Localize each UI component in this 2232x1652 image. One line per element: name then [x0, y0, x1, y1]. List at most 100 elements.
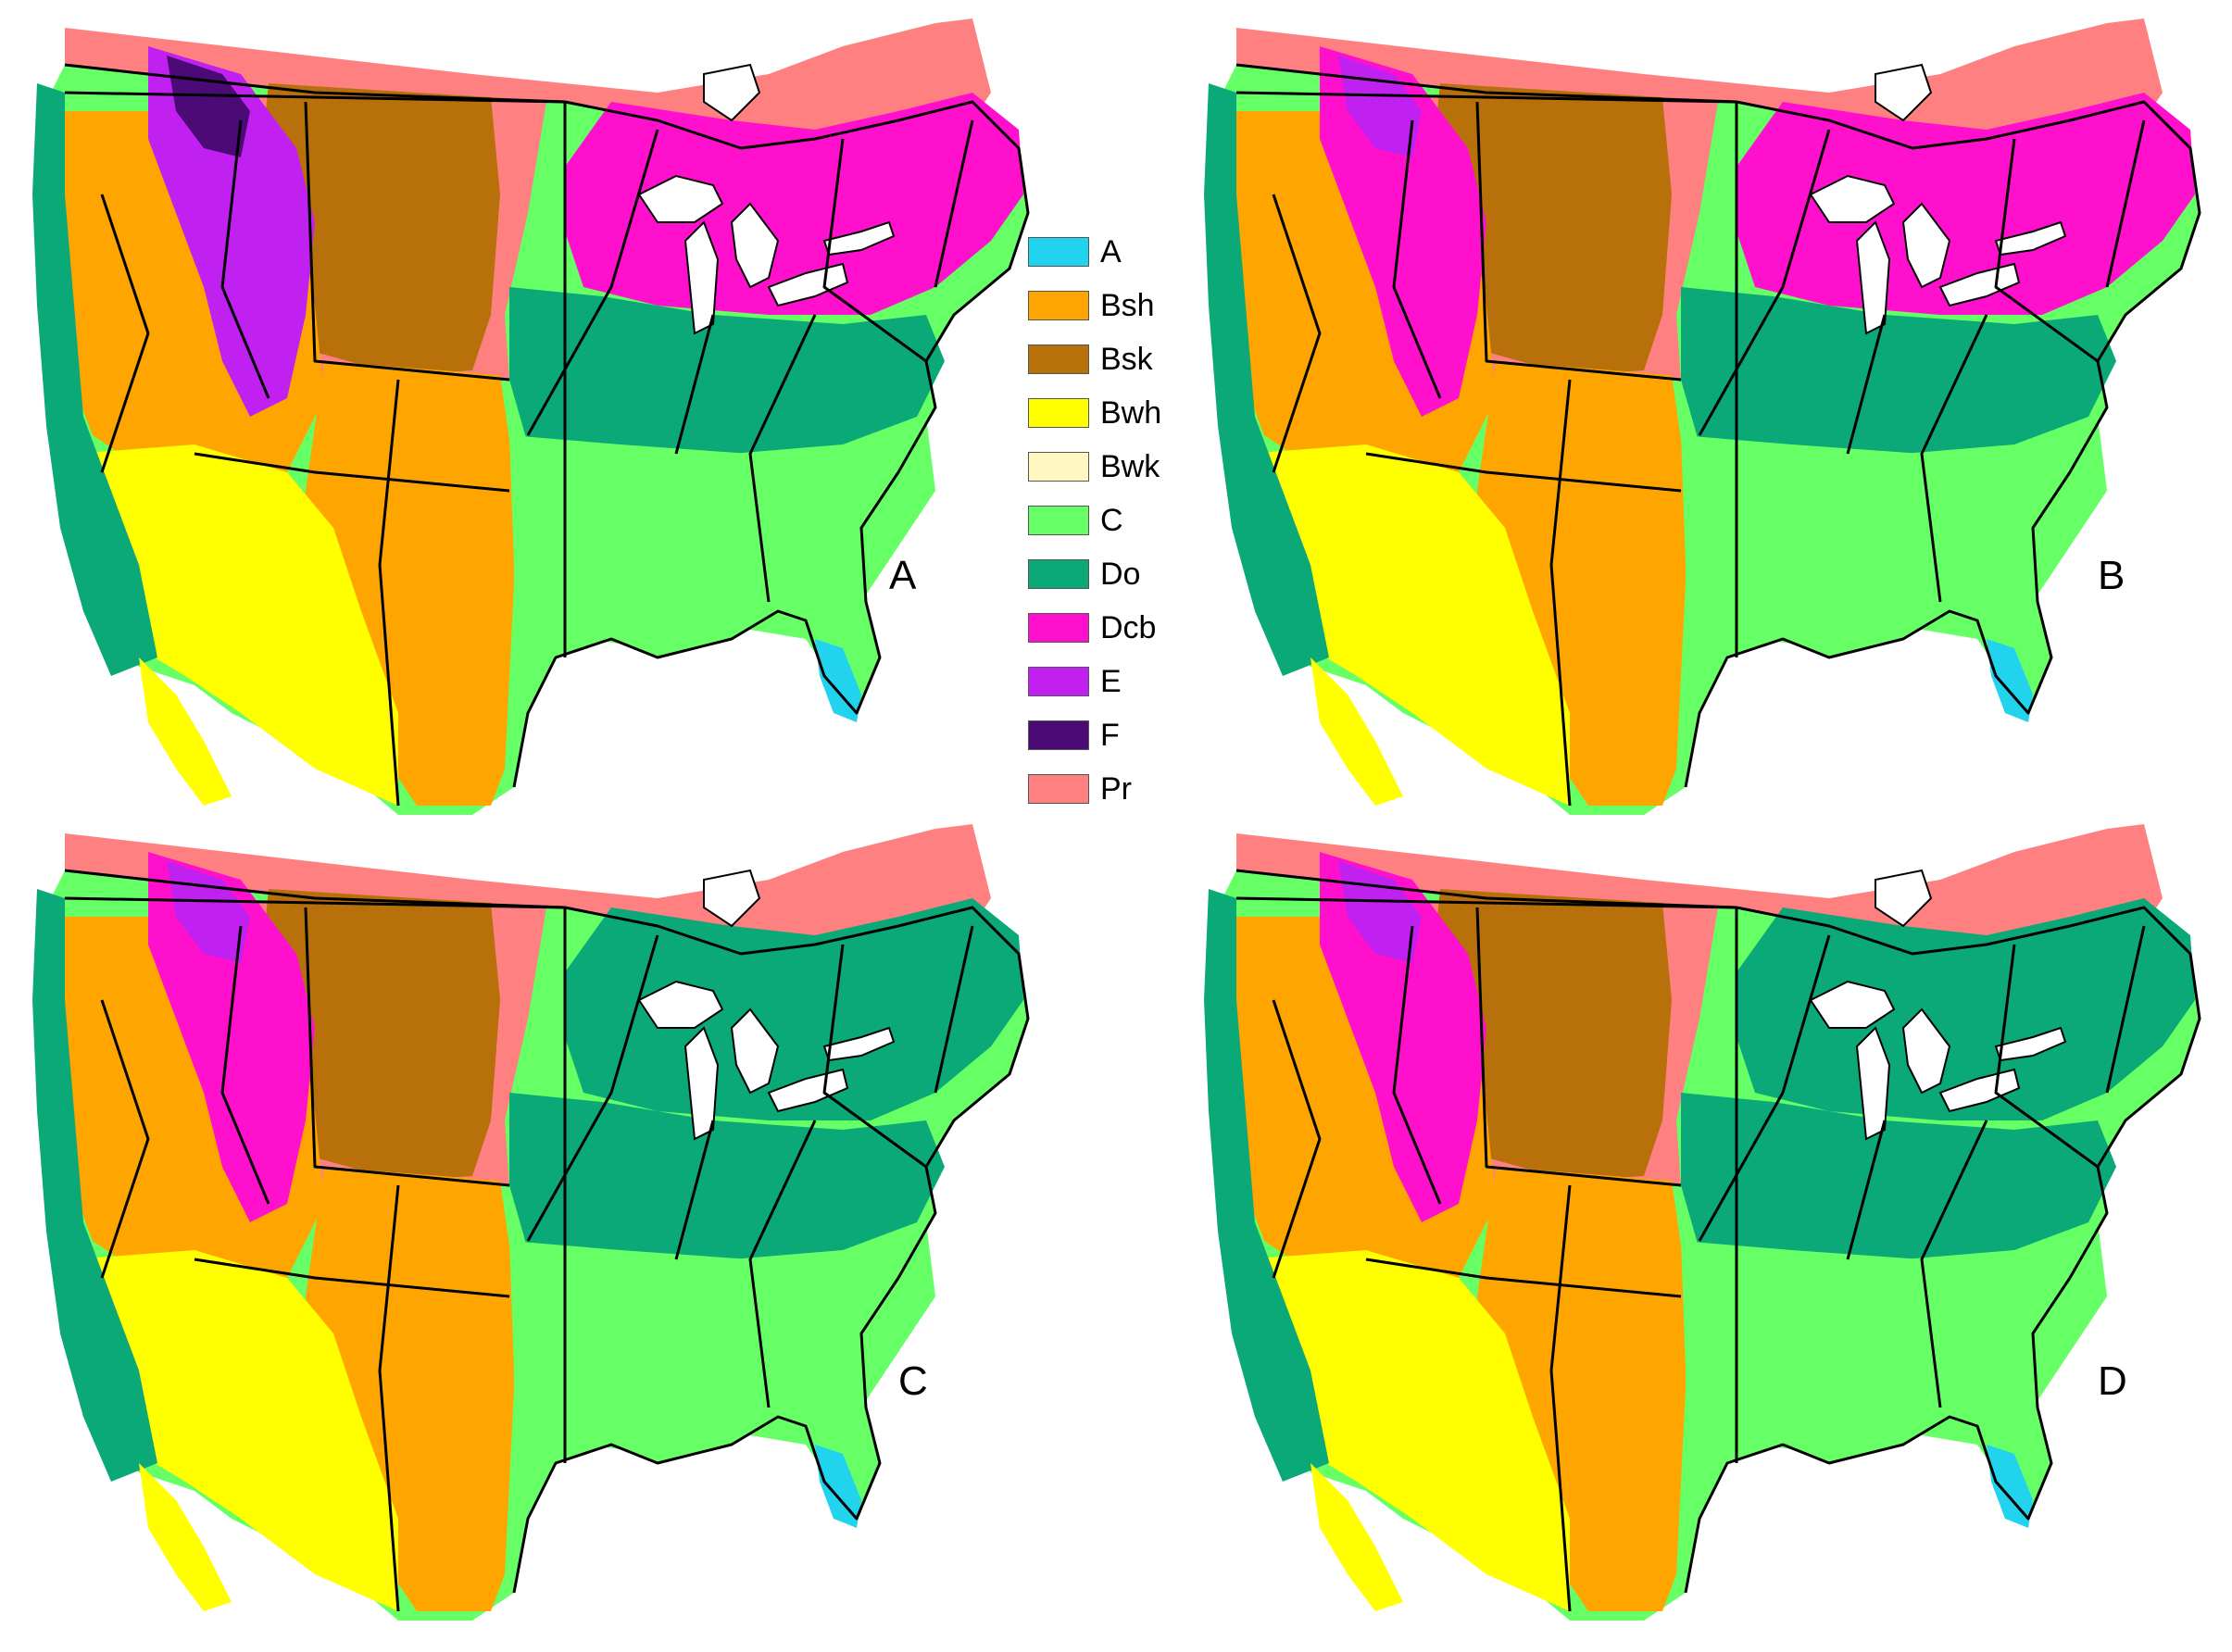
region-baja [1310, 657, 1403, 806]
region-plains-north [259, 83, 500, 375]
region-mountains [148, 852, 315, 1222]
region-florida [1987, 1445, 2033, 1528]
region-cold-mountains [1338, 56, 1422, 157]
region-mountains [1320, 852, 1486, 1222]
region-canada [65, 824, 991, 954]
region-plains-north [1431, 889, 1672, 1181]
lake-canadaWater [1875, 869, 1933, 928]
region-baja [139, 1463, 232, 1611]
region-plains-south [306, 361, 514, 806]
legend-item-pr: Pr [1028, 767, 1185, 820]
region-midwest [509, 1093, 945, 1259]
legend-label: Pr [1100, 771, 1132, 807]
region-canada [1236, 19, 2163, 148]
ecoregion-borders [64, 91, 974, 807]
lake-lake2 [683, 1026, 720, 1141]
legend-item-f: F [1028, 713, 1185, 767]
climate-map-c [32, 824, 1030, 1621]
region-desert [1246, 444, 1570, 806]
region-northeast [1737, 898, 2195, 1120]
legend-swatch [1028, 506, 1089, 535]
lake-lake4 [767, 262, 849, 307]
region-southeast [509, 417, 935, 695]
lake-lake1 [1809, 980, 1896, 1029]
region-pacific-coast [32, 83, 157, 676]
region-midwest [509, 287, 945, 454]
legend-item-bwk: Bwk [1028, 444, 1185, 498]
region-baja [139, 657, 232, 806]
region-northeast [565, 93, 1023, 315]
legend-label: F [1100, 718, 1120, 753]
region-southeast [509, 1222, 935, 1500]
map-panel-a: A [9, 9, 1051, 815]
region-desert [74, 1250, 398, 1611]
legend-label: Dcb [1100, 610, 1157, 645]
legend-swatch [1028, 398, 1089, 428]
legend-swatch [1028, 720, 1089, 750]
legend-swatch [1028, 452, 1089, 482]
region-southeast [1681, 1222, 2107, 1500]
region-plains-south [1477, 1167, 1686, 1611]
lake-lake2 [1855, 1026, 1891, 1141]
legend-label: C [1100, 503, 1123, 538]
region-pacific-coast [32, 889, 157, 1482]
lake-lake3 [1901, 1007, 1951, 1095]
ecoregion-borders [1235, 91, 2146, 807]
coastline [1235, 63, 2201, 788]
legend-label: Bwk [1100, 449, 1160, 484]
lake-lake2 [683, 220, 720, 335]
region-florida [815, 639, 861, 722]
lake-lake1 [1809, 174, 1896, 223]
coastline [64, 869, 1030, 1594]
legend-swatch [1028, 344, 1089, 374]
climate-map-a [32, 19, 1030, 815]
legend-label: Bsk [1100, 342, 1153, 377]
region-desert [74, 444, 398, 806]
climate-legend: A Bsh Bsk Bwh Bwk C Do Dcb E F Pr [1028, 230, 1185, 820]
region-florida [1987, 639, 2033, 722]
legend-item-bsk: Bsk [1028, 337, 1185, 391]
lake-lake4 [1938, 1068, 2021, 1113]
legend-swatch [1028, 559, 1089, 589]
region-cold-mountains [167, 861, 250, 963]
coastline [64, 63, 1030, 788]
region-mountains [1320, 46, 1486, 417]
lake-lake1 [637, 174, 724, 223]
lake-lake3 [730, 202, 780, 289]
lake-canadaWater [703, 63, 761, 122]
ecoregion-borders [1235, 896, 2146, 1612]
ecoregion-borders [64, 896, 974, 1612]
legend-swatch [1028, 667, 1089, 696]
legend-swatch [1028, 774, 1089, 804]
map-panel-c: C [9, 815, 1051, 1621]
region-florida [815, 1445, 861, 1528]
region-midwest [1681, 287, 2116, 454]
lake-lake4 [767, 1068, 849, 1113]
coastline [1235, 869, 2201, 1594]
lake-canadaWater [1875, 63, 1933, 122]
lake-lake4 [1938, 262, 2021, 307]
legend-item-a: A [1028, 230, 1185, 283]
region-southeast [1681, 417, 2107, 695]
lake-lake3 [730, 1007, 780, 1095]
legend-label: Bwh [1100, 395, 1162, 431]
region-cold-mountains [1338, 861, 1422, 963]
lake-lake3 [1901, 202, 1951, 289]
panel-label-b: B [2098, 553, 2125, 598]
climate-map-b [1204, 19, 2201, 815]
legend-item-dcb: Dcb [1028, 606, 1185, 659]
legend-label: E [1100, 664, 1122, 699]
map-panel-b: B [1181, 9, 2223, 815]
legend-item-e: E [1028, 659, 1185, 713]
panel-label-a: A [889, 553, 917, 598]
region-plains-south [1477, 361, 1686, 806]
region-cold-mountains [167, 56, 250, 157]
region-northeast [1737, 93, 2195, 315]
legend-item-bsh: Bsh [1028, 283, 1185, 337]
legend-item-bwh: Bwh [1028, 391, 1185, 444]
legend-swatch [1028, 291, 1089, 320]
legend-label: A [1100, 234, 1122, 269]
legend-label: Bsh [1100, 288, 1155, 323]
legend-label: Do [1100, 557, 1141, 592]
lake-lake2 [1855, 220, 1891, 335]
